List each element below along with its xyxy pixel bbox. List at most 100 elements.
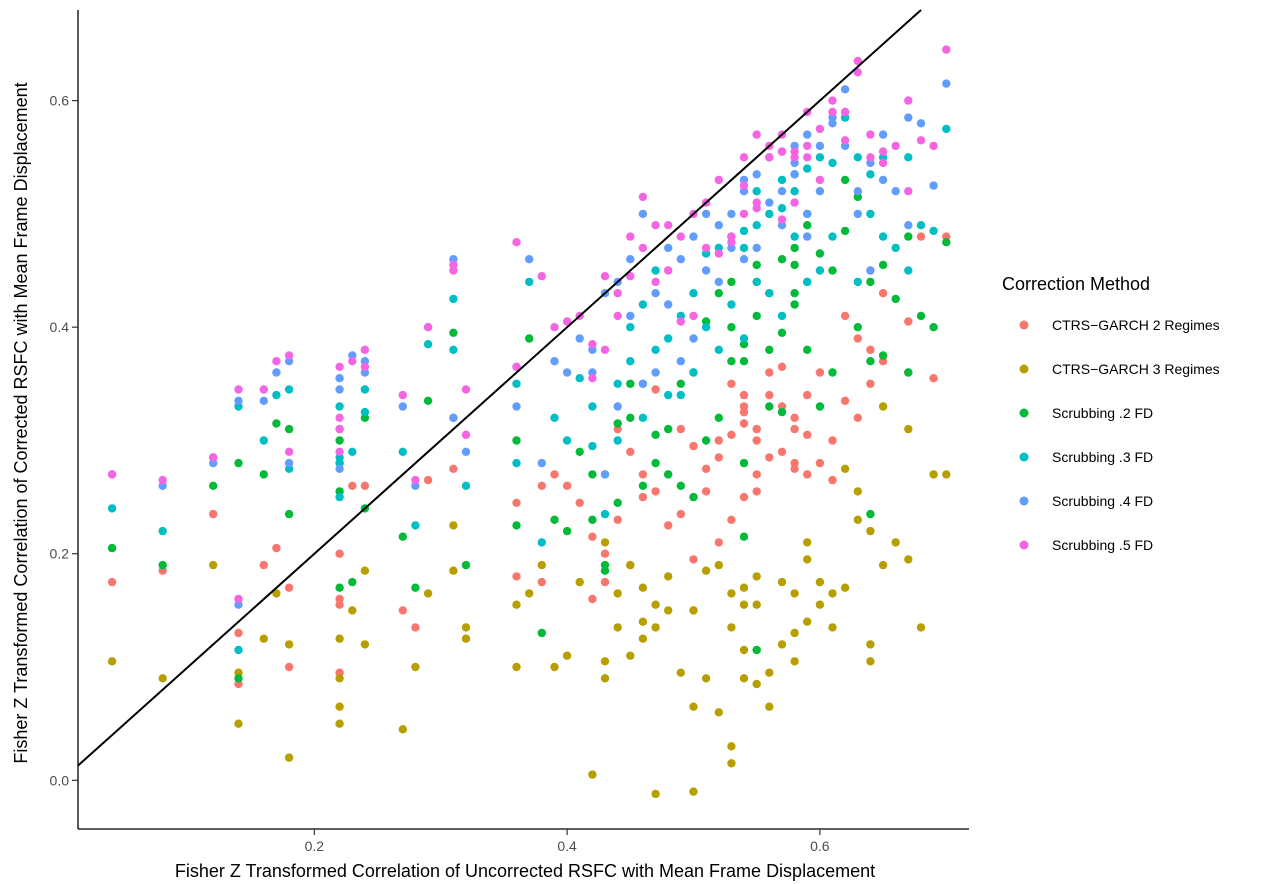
data-point bbox=[449, 294, 458, 304]
data-point bbox=[272, 419, 281, 428]
data-point bbox=[512, 402, 521, 411]
data-point bbox=[904, 555, 913, 564]
data-point bbox=[739, 153, 749, 162]
data-point bbox=[878, 147, 888, 156]
data-point bbox=[676, 232, 685, 241]
data-point bbox=[676, 668, 685, 677]
data-point bbox=[284, 424, 294, 434]
data-point bbox=[714, 175, 723, 185]
data-point bbox=[765, 702, 774, 711]
data-point bbox=[651, 430, 660, 439]
data-point bbox=[600, 470, 610, 479]
legend-label: Scrubbing .3 FD bbox=[1052, 449, 1153, 465]
data-point bbox=[765, 668, 774, 677]
data-point bbox=[651, 266, 660, 275]
data-point bbox=[803, 470, 812, 479]
data-point bbox=[727, 277, 736, 287]
data-point bbox=[284, 583, 294, 592]
data-point bbox=[638, 300, 648, 309]
data-point bbox=[891, 187, 900, 196]
data-point bbox=[664, 300, 673, 309]
data-point bbox=[512, 600, 521, 609]
data-point bbox=[676, 509, 685, 519]
data-point bbox=[676, 424, 685, 434]
data-point bbox=[714, 249, 723, 258]
data-point bbox=[461, 430, 471, 439]
data-point bbox=[866, 526, 875, 536]
data-point bbox=[701, 566, 711, 575]
data-point bbox=[512, 436, 521, 445]
data-point bbox=[752, 221, 761, 230]
data-point bbox=[701, 674, 711, 683]
data-point bbox=[777, 362, 787, 371]
data-point bbox=[284, 385, 294, 394]
data-point bbox=[828, 96, 837, 105]
data-point bbox=[790, 187, 799, 196]
data-point bbox=[360, 481, 370, 490]
data-point bbox=[272, 390, 281, 400]
data-point bbox=[853, 277, 862, 287]
data-point bbox=[752, 436, 761, 445]
data-point bbox=[411, 521, 420, 530]
data-point bbox=[714, 289, 723, 298]
legend-key bbox=[1019, 408, 1029, 418]
data-point bbox=[449, 521, 458, 530]
data-point bbox=[777, 147, 787, 156]
series-group bbox=[107, 175, 951, 683]
data-point bbox=[904, 317, 913, 326]
data-point bbox=[525, 334, 534, 343]
data-point bbox=[588, 594, 597, 604]
data-point bbox=[765, 345, 774, 354]
data-point bbox=[790, 657, 799, 666]
data-point bbox=[234, 458, 243, 468]
data-point bbox=[714, 453, 723, 462]
data-point bbox=[626, 651, 635, 660]
data-point bbox=[904, 266, 913, 275]
data-point bbox=[600, 509, 610, 519]
data-point bbox=[739, 209, 749, 219]
data-point bbox=[929, 141, 938, 151]
data-point bbox=[626, 255, 635, 264]
data-point bbox=[525, 589, 534, 598]
data-point bbox=[626, 357, 635, 366]
data-point bbox=[739, 600, 749, 609]
data-point bbox=[701, 464, 711, 473]
data-point bbox=[449, 328, 458, 337]
data-point bbox=[727, 209, 736, 219]
data-point bbox=[613, 311, 622, 321]
data-point bbox=[878, 260, 888, 270]
data-point bbox=[335, 436, 344, 445]
data-point bbox=[739, 181, 749, 190]
data-point bbox=[853, 209, 862, 219]
data-point bbox=[461, 623, 471, 632]
data-point bbox=[272, 357, 281, 366]
data-point bbox=[335, 674, 344, 683]
data-point bbox=[853, 334, 862, 343]
data-point bbox=[727, 623, 736, 632]
data-point bbox=[588, 470, 597, 479]
data-point bbox=[626, 379, 635, 388]
data-point bbox=[651, 289, 660, 298]
data-point bbox=[562, 368, 572, 377]
data-point bbox=[626, 311, 635, 321]
data-point bbox=[449, 413, 458, 422]
data-point bbox=[423, 323, 433, 332]
data-point bbox=[335, 424, 344, 434]
data-point bbox=[360, 362, 370, 371]
data-point bbox=[942, 124, 951, 134]
data-point bbox=[739, 645, 749, 655]
data-point bbox=[866, 170, 875, 179]
data-point bbox=[562, 651, 572, 660]
data-point bbox=[651, 368, 660, 377]
data-point bbox=[689, 311, 698, 321]
data-point bbox=[651, 277, 660, 287]
data-point bbox=[664, 221, 673, 230]
data-point bbox=[689, 555, 698, 564]
data-point bbox=[664, 390, 673, 400]
data-point bbox=[790, 413, 799, 422]
data-point bbox=[537, 272, 546, 281]
data-point bbox=[701, 487, 711, 496]
data-point bbox=[588, 340, 597, 349]
data-point bbox=[550, 323, 559, 332]
data-point bbox=[752, 130, 761, 139]
